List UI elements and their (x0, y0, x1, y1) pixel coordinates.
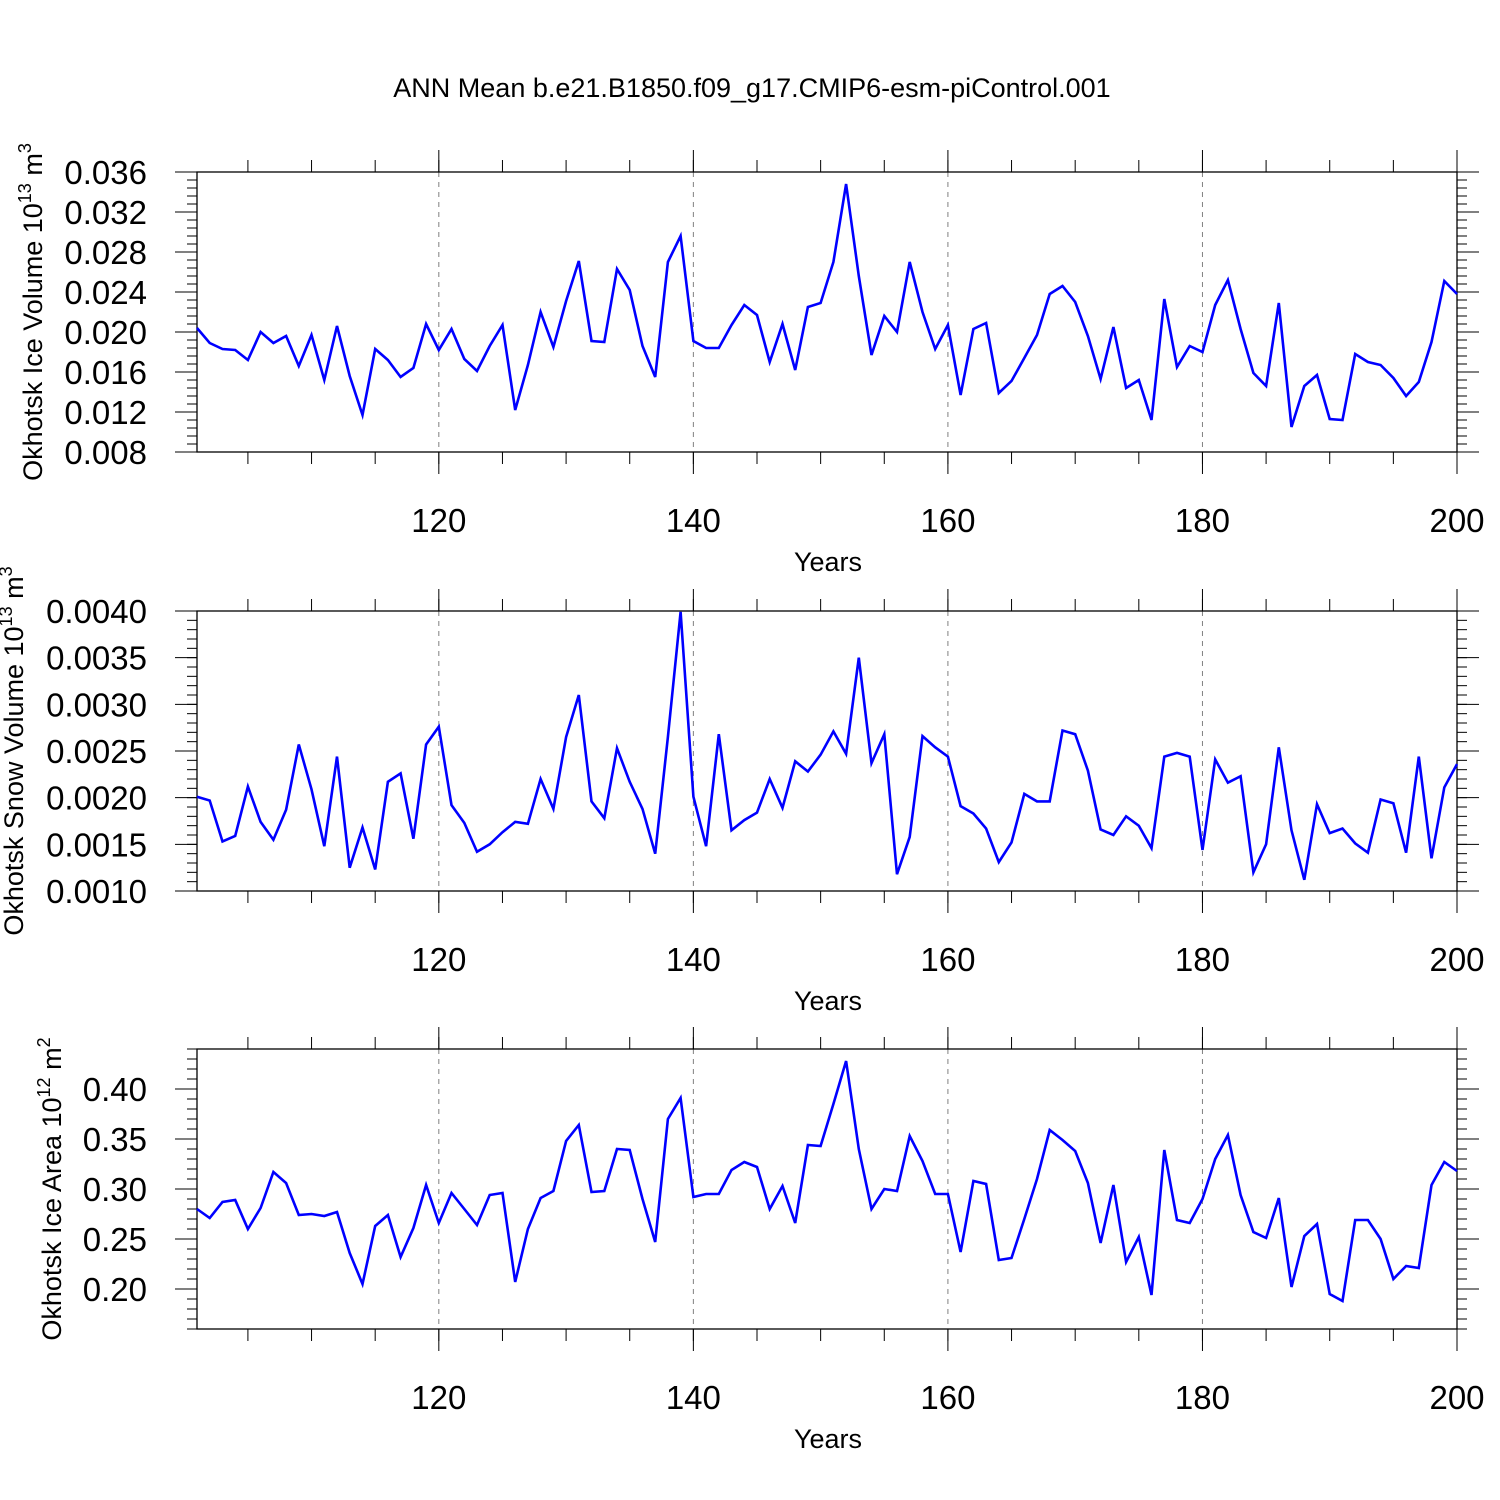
x-tick-label: 160 (920, 502, 975, 539)
y-tick-label: 0.20 (83, 1271, 147, 1308)
x-axis-label: Years (794, 986, 862, 1016)
panel-ice-volume: 0.0080.0120.0160.0200.0240.0280.0320.036… (15, 143, 1485, 577)
y-tick-label: 0.0015 (46, 826, 147, 863)
y-axis-label: Okhotsk Snow Volume 1013 m3 (0, 566, 29, 935)
y-tick-label: 0.008 (64, 434, 147, 471)
y-tick-label: 0.40 (83, 1071, 147, 1108)
data-series-line (196, 183, 1458, 428)
panel-snow-volume: 0.0010 0.0015 0.0020 0.0025 0.0030 0.0035 0.00… (0, 566, 1485, 1016)
y-tick-label: 0.032 (64, 194, 147, 231)
data-series-line (196, 611, 1459, 881)
x-tick-label: 180 (1175, 502, 1230, 539)
y-tick-label: 0.0010 (46, 873, 147, 910)
y-tick-label: 0.020 (64, 314, 147, 351)
y-tick-label: 0.30 (83, 1171, 147, 1208)
x-tick-label: 120 (411, 941, 466, 978)
y-tick-label: 0.0040 (46, 593, 147, 630)
x-tick-label: 120 (411, 502, 466, 539)
plot-frame (196, 171, 1458, 453)
y-tick-label: 0.25 (83, 1221, 147, 1258)
y-tick-label: 0.028 (64, 234, 147, 271)
plot-frame (196, 1048, 1458, 1330)
data-series-line (196, 1060, 1458, 1304)
y-tick-label: 0.0035 (46, 640, 147, 677)
x-tick-label: 200 (1429, 941, 1484, 978)
y-tick-label: 0.016 (64, 354, 147, 391)
x-axis-label: Years (794, 547, 862, 577)
plot-frame (196, 610, 1458, 892)
y-tick-label: 0.036 (64, 154, 147, 191)
x-tick-label: 160 (920, 941, 975, 978)
y-axis-label: Okhotsk Ice Area 1012 m2 (34, 1037, 67, 1340)
y-tick-label: 0.012 (64, 394, 147, 431)
x-tick-label: 180 (1175, 941, 1230, 978)
panel-ice-area: 0.20 0.25 0.30 0.35 0.40 120 140 160 180 200 Years… (34, 1027, 1485, 1454)
figure-title: ANN Mean b.e21.B1850.f09_g17.CMIP6-esm-p… (393, 73, 1110, 103)
y-tick-label: 0.35 (83, 1121, 147, 1158)
y-tick-label: 0.0030 (46, 686, 147, 723)
x-tick-label: 160 (920, 1379, 975, 1416)
x-tick-label: 140 (666, 1379, 721, 1416)
x-tick-label: 180 (1175, 1379, 1230, 1416)
y-tick-label: 0.0020 (46, 780, 147, 817)
x-tick-label: 200 (1429, 502, 1484, 539)
x-tick-label: 140 (666, 941, 721, 978)
y-tick-label: 0.024 (64, 274, 147, 311)
x-axis-label: Years (794, 1424, 862, 1454)
y-axis-label: Okhotsk Ice Volume 1013 m3 (15, 143, 48, 481)
x-tick-label: 140 (666, 502, 721, 539)
x-tick-label: 200 (1429, 1379, 1484, 1416)
x-tick-label: 120 (411, 1379, 466, 1416)
y-tick-label: 0.0025 (46, 733, 147, 770)
